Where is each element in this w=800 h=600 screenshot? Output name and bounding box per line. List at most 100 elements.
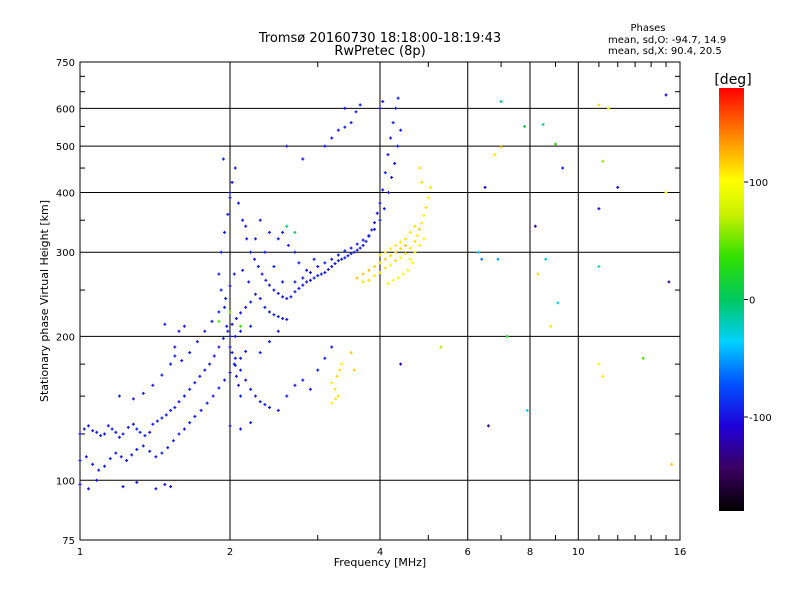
data-point bbox=[323, 261, 327, 265]
data-point bbox=[217, 319, 221, 323]
data-point bbox=[403, 252, 407, 256]
x-tick-label: 2 bbox=[227, 547, 233, 558]
data-point bbox=[225, 324, 229, 328]
data-point bbox=[523, 124, 527, 128]
data-point bbox=[211, 394, 215, 398]
data-point bbox=[394, 259, 398, 263]
data-point bbox=[114, 430, 118, 434]
data-point bbox=[272, 265, 276, 269]
x-tick-label: 10 bbox=[572, 547, 585, 558]
data-points bbox=[78, 93, 674, 491]
data-point bbox=[131, 422, 135, 426]
data-point bbox=[249, 250, 253, 254]
data-point bbox=[78, 458, 82, 462]
data-point bbox=[607, 106, 611, 110]
data-point bbox=[160, 416, 164, 420]
data-point bbox=[293, 280, 297, 284]
data-point bbox=[217, 310, 221, 314]
data-point bbox=[308, 271, 312, 275]
data-point bbox=[667, 280, 671, 284]
data-point bbox=[84, 455, 88, 459]
data-point bbox=[171, 439, 175, 443]
data-point bbox=[505, 334, 509, 338]
data-point bbox=[263, 250, 267, 254]
data-point bbox=[396, 96, 400, 100]
data-point bbox=[343, 249, 347, 253]
data-point bbox=[333, 387, 337, 391]
data-point bbox=[135, 447, 139, 451]
colorbar-tick-label: -100 bbox=[749, 413, 772, 424]
data-point bbox=[239, 324, 243, 328]
data-point bbox=[195, 340, 199, 344]
data-point bbox=[417, 227, 421, 231]
data-point bbox=[301, 378, 305, 382]
data-point bbox=[323, 271, 327, 275]
data-point bbox=[336, 259, 340, 263]
data-point bbox=[536, 272, 540, 276]
data-point bbox=[358, 103, 362, 107]
data-point bbox=[138, 430, 142, 434]
data-point bbox=[391, 278, 395, 282]
data-point bbox=[276, 315, 280, 319]
data-point bbox=[308, 278, 312, 282]
data-point bbox=[389, 254, 393, 258]
data-point bbox=[267, 283, 271, 287]
data-point bbox=[486, 424, 490, 428]
data-point bbox=[383, 250, 387, 254]
data-point bbox=[163, 482, 167, 486]
data-point bbox=[160, 373, 164, 377]
data-point bbox=[232, 362, 236, 366]
data-point bbox=[319, 272, 323, 276]
data-point bbox=[408, 230, 412, 234]
data-point bbox=[403, 237, 407, 241]
data-point bbox=[253, 394, 257, 398]
data-point bbox=[343, 125, 347, 129]
data-point bbox=[330, 345, 334, 349]
data-point bbox=[355, 248, 359, 252]
data-point bbox=[217, 386, 221, 390]
data-point bbox=[664, 93, 668, 97]
data-point bbox=[415, 234, 419, 238]
data-point bbox=[286, 243, 290, 247]
data-point bbox=[223, 230, 227, 234]
data-point bbox=[420, 180, 424, 184]
data-point bbox=[305, 280, 309, 284]
data-point bbox=[203, 368, 207, 372]
data-point bbox=[245, 237, 249, 241]
data-point bbox=[233, 166, 237, 170]
chart-title: Tromsø 20160730 18:18:00-18:19:43 bbox=[258, 31, 501, 46]
data-point bbox=[378, 201, 382, 205]
data-point bbox=[226, 212, 230, 216]
data-point bbox=[413, 250, 417, 254]
data-point bbox=[272, 313, 276, 317]
data-point bbox=[103, 464, 107, 468]
data-point bbox=[169, 408, 173, 412]
y-tick-label: 75 bbox=[62, 536, 75, 547]
data-point bbox=[264, 278, 268, 282]
data-point bbox=[422, 237, 426, 241]
data-point bbox=[483, 185, 487, 189]
data-point bbox=[312, 276, 316, 280]
data-point bbox=[561, 166, 565, 170]
data-point bbox=[330, 381, 334, 385]
data-point bbox=[375, 211, 379, 215]
data-point bbox=[221, 336, 225, 340]
data-point bbox=[285, 394, 289, 398]
data-point bbox=[391, 121, 395, 125]
data-point bbox=[253, 292, 257, 296]
data-point bbox=[143, 434, 147, 438]
data-point bbox=[258, 297, 262, 301]
data-point bbox=[352, 368, 356, 372]
data-point bbox=[597, 362, 601, 366]
data-point bbox=[305, 268, 309, 272]
data-point bbox=[78, 432, 82, 436]
data-point bbox=[244, 378, 248, 382]
data-point bbox=[258, 400, 262, 404]
data-point bbox=[340, 257, 344, 261]
data-point bbox=[241, 268, 245, 272]
data-point bbox=[544, 257, 548, 261]
data-point bbox=[249, 387, 253, 391]
data-point bbox=[263, 403, 267, 407]
data-point bbox=[393, 161, 397, 165]
colorbar-tick-label: 0 bbox=[749, 296, 755, 307]
